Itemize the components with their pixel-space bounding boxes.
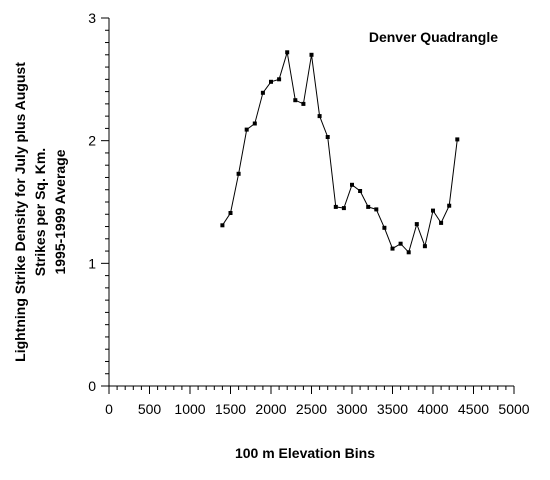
x-tick-label: 0: [105, 401, 113, 417]
data-point: [269, 79, 273, 84]
x-axis-title: 100 m Elevation Bins: [235, 445, 375, 461]
data-point: [260, 90, 265, 95]
chart-title: Denver Quadrangle: [369, 29, 498, 45]
data-point: [293, 98, 298, 103]
y-axis-ticks: 0 1 2 3: [88, 10, 109, 394]
data-point: [228, 211, 233, 215]
data-point: [422, 244, 427, 249]
y-axis-title: Lightning Strike Density for July plus A…: [12, 62, 68, 362]
x-tick-label: 5000: [498, 401, 529, 417]
data-point: [325, 135, 330, 139]
y-tick-label: 0: [88, 378, 96, 394]
data-point: [277, 77, 282, 82]
x-tick-label: 1500: [215, 401, 246, 417]
x-tick-label: 500: [138, 401, 162, 417]
data-point: [455, 137, 460, 142]
x-tick-label: 3000: [336, 401, 367, 417]
x-axis-ticks: 0 500 1000 1500 2000 2500 3000 3500 4000 4500 5000: [105, 386, 530, 417]
data-point: [398, 241, 403, 246]
data-point: [431, 208, 435, 213]
data-point: [301, 101, 306, 106]
data-point: [374, 207, 379, 212]
data-point: [358, 189, 363, 193]
data-point: [439, 220, 444, 225]
series-line: [221, 52, 458, 254]
x-tick-label: 1000: [174, 401, 205, 417]
data-point: [382, 225, 387, 230]
y-tick-label: 3: [88, 10, 96, 26]
data-point: [447, 203, 452, 208]
data-point: [309, 52, 314, 57]
data-point: [317, 114, 322, 119]
data-point: [390, 246, 395, 251]
data-series: [220, 50, 460, 255]
x-tick-label: 4000: [417, 401, 448, 417]
data-point: [236, 171, 241, 176]
data-point: [366, 204, 371, 209]
data-point: [252, 121, 257, 126]
data-point: [414, 222, 419, 227]
y-axis-title-line-1: Lightning Strike Density for July plus A…: [12, 62, 28, 362]
data-point: [350, 182, 354, 187]
y-tick-label: 1: [88, 255, 96, 271]
data-point: [220, 223, 225, 228]
x-tick-label: 2500: [296, 401, 327, 417]
x-tick-label: 2000: [255, 401, 286, 417]
data-point: [406, 250, 411, 255]
data-point: [333, 204, 338, 209]
y-tick-label: 2: [88, 133, 96, 149]
y-axis-title-line-3: 1995-1999 Average: [52, 149, 68, 274]
y-axis-title-line-2: Strikes per Sq. Km.: [32, 148, 48, 276]
data-point: [244, 127, 249, 132]
data-point: [285, 50, 290, 55]
axes: [108, 18, 514, 387]
data-point: [341, 206, 346, 211]
x-tick-label: 4500: [458, 401, 489, 417]
x-tick-label: 3500: [377, 401, 408, 417]
